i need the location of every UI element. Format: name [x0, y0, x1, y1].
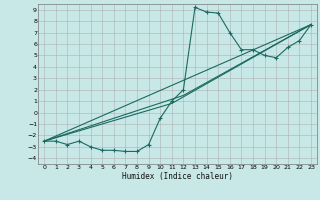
- X-axis label: Humidex (Indice chaleur): Humidex (Indice chaleur): [122, 172, 233, 181]
